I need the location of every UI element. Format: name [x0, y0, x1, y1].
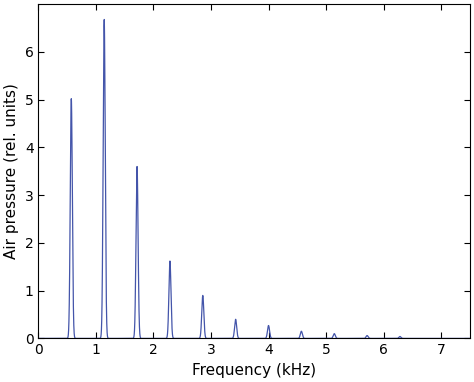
X-axis label: Frequency (kHz): Frequency (kHz) [192, 363, 316, 378]
Y-axis label: Air pressure (rel. units): Air pressure (rel. units) [4, 83, 19, 259]
